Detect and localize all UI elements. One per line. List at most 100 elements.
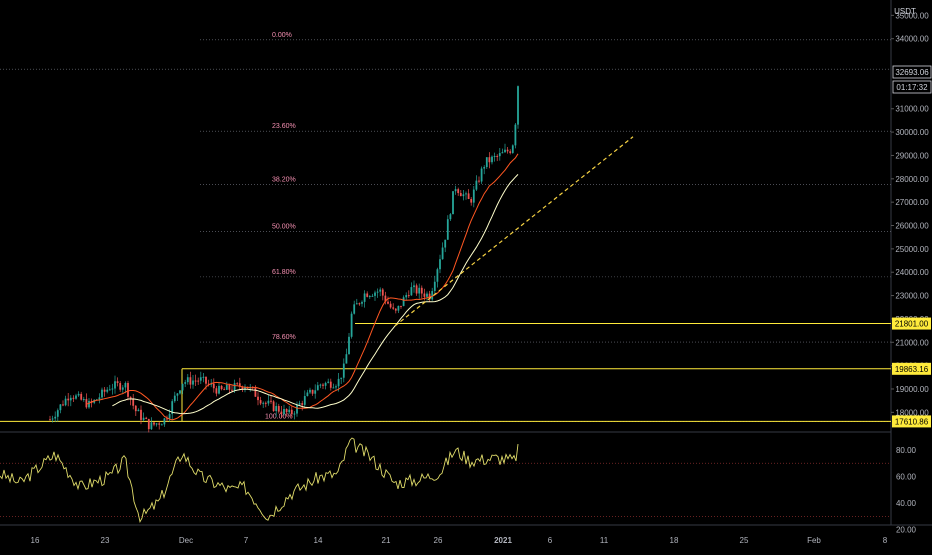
candle <box>293 411 296 420</box>
candle <box>366 291 369 298</box>
candle-body <box>506 149 509 152</box>
time-tick-label: 2021 <box>494 536 512 545</box>
candle <box>197 377 200 385</box>
price-tick-label: 26000.00 <box>895 222 929 231</box>
candle <box>452 191 454 215</box>
candle-body <box>350 313 353 337</box>
candle-body <box>392 307 395 309</box>
candle-body <box>483 167 486 169</box>
level-tag-label: 17610.86 <box>895 417 929 426</box>
candle-body <box>454 189 457 192</box>
candle <box>405 292 408 301</box>
candle-body <box>345 354 348 364</box>
candle <box>192 375 194 389</box>
candle-body <box>402 297 405 307</box>
candle-body <box>241 386 244 390</box>
fib-level-label: 38.20% <box>272 176 296 183</box>
price-tick-label: 31000.00 <box>895 105 929 114</box>
candle-body <box>186 377 189 383</box>
candle <box>121 385 124 394</box>
candle-body <box>504 149 506 153</box>
candle-body <box>181 383 184 391</box>
candle <box>106 387 109 394</box>
candle <box>501 148 504 154</box>
candle <box>82 396 85 402</box>
candle-body <box>215 388 218 394</box>
candle-body <box>142 417 145 420</box>
candle <box>340 377 343 384</box>
candle-body <box>199 377 202 381</box>
candle <box>415 283 418 296</box>
candle <box>67 392 70 407</box>
price-tick-label: 30000.00 <box>895 128 929 137</box>
candle <box>407 290 410 298</box>
candle-body <box>194 380 197 382</box>
candle-body <box>444 239 447 248</box>
price-tick-label: 27000.00 <box>895 198 929 207</box>
candle-body <box>288 409 291 413</box>
candle-body <box>49 419 51 421</box>
candle <box>506 147 509 154</box>
candle-body <box>137 409 140 412</box>
candle <box>465 191 467 200</box>
candle <box>77 391 80 397</box>
candle <box>462 190 465 201</box>
candle-body <box>491 156 493 163</box>
candle <box>264 401 267 408</box>
candle <box>288 406 291 415</box>
candle-body <box>197 380 200 382</box>
price-tick-label: 19000.00 <box>895 385 929 394</box>
candle-body <box>296 404 298 414</box>
candle-body <box>449 214 452 220</box>
candle-body <box>400 305 402 307</box>
candle-body <box>340 377 343 379</box>
price-axis[interactable]: USDT 35000.00 34000.00 31000.00 30000.00 290… <box>891 7 931 428</box>
price-pane[interactable]: 0.00% 23.60% 38.20% 50.00% 61.80% 78.60% 100.0… <box>0 0 932 526</box>
candle-body <box>381 289 384 296</box>
candle <box>314 384 317 399</box>
candle-body <box>488 157 491 163</box>
candle <box>358 302 361 306</box>
candle-body <box>56 410 59 417</box>
candle-body <box>290 409 293 415</box>
moving-average-slow <box>112 174 519 415</box>
candle-body <box>353 304 356 314</box>
candle <box>69 395 72 407</box>
candles <box>49 85 519 433</box>
rsi-axis[interactable]: 80.00 60.00 40.00 20.00 <box>896 446 917 535</box>
candle-body <box>436 269 439 282</box>
candle-body <box>51 418 54 420</box>
candle-body <box>462 194 465 197</box>
candle-body <box>301 403 304 405</box>
candle-body <box>433 281 436 292</box>
price-tick-label: 35000.00 <box>895 11 929 20</box>
candle-body <box>192 380 194 385</box>
candle <box>160 423 163 426</box>
candle-body <box>67 398 70 401</box>
candle <box>194 374 197 386</box>
candle <box>129 396 132 406</box>
candle-body <box>467 193 470 200</box>
rsi-pane[interactable] <box>0 437 891 523</box>
time-axis[interactable]: 16 23 Dec 7 14 21 26 2021 6 11 18 25 Feb 8 <box>31 536 888 545</box>
candle <box>306 389 309 397</box>
candle <box>504 143 506 153</box>
candle-body <box>431 291 434 300</box>
candle <box>296 401 298 417</box>
candle <box>493 152 496 162</box>
candle-body <box>85 399 88 408</box>
candle <box>498 148 501 161</box>
candle <box>397 305 400 314</box>
candle-body <box>358 303 361 305</box>
price-tick-label: 28000.00 <box>895 175 929 184</box>
time-tick-label: 14 <box>314 536 323 545</box>
candle <box>371 293 374 297</box>
candle <box>259 396 262 406</box>
fib-level-label: 61.80% <box>272 269 296 276</box>
candle-body <box>277 406 280 412</box>
trend-line <box>394 136 634 327</box>
candle-body <box>272 401 275 412</box>
candle <box>155 422 158 427</box>
